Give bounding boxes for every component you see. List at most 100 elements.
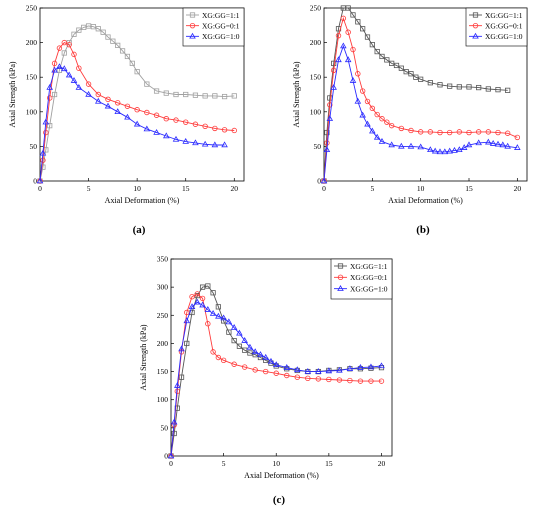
data-point bbox=[326, 115, 334, 121]
data-point bbox=[368, 378, 374, 384]
data-point bbox=[437, 129, 443, 136]
data-point bbox=[504, 130, 511, 136]
data-point bbox=[252, 352, 258, 358]
data-point bbox=[43, 129, 49, 136]
data-point bbox=[205, 283, 211, 289]
data-point bbox=[173, 117, 179, 123]
x-tick-label: 0 bbox=[322, 184, 326, 193]
data-point bbox=[374, 48, 380, 55]
data-point bbox=[247, 350, 253, 356]
data-point bbox=[220, 357, 227, 364]
data-point bbox=[66, 41, 72, 48]
series-2 bbox=[37, 39, 237, 184]
data-point bbox=[163, 132, 170, 139]
data-point bbox=[231, 93, 237, 99]
data-point bbox=[336, 366, 343, 373]
data-point bbox=[427, 80, 433, 86]
data-point bbox=[192, 92, 199, 98]
y-tick-label: 100 bbox=[310, 107, 322, 116]
data-point bbox=[95, 91, 101, 98]
data-point bbox=[379, 116, 385, 122]
data-point bbox=[350, 46, 356, 53]
data-point bbox=[40, 157, 46, 163]
data-point bbox=[257, 354, 264, 361]
data-point bbox=[215, 304, 221, 310]
data-point bbox=[514, 134, 521, 141]
data-point bbox=[330, 67, 337, 73]
data-point bbox=[226, 329, 232, 335]
data-point bbox=[475, 129, 482, 135]
data-point bbox=[65, 71, 73, 78]
data-point bbox=[347, 377, 353, 384]
data-point bbox=[369, 127, 376, 134]
data-point bbox=[40, 164, 46, 170]
data-point bbox=[202, 123, 208, 130]
x-tick-label: 20 bbox=[231, 184, 239, 193]
data-point bbox=[95, 97, 102, 104]
data-point bbox=[451, 146, 458, 153]
data-point bbox=[71, 51, 77, 58]
data-point bbox=[144, 81, 150, 87]
y-tick-label: 200 bbox=[310, 38, 322, 47]
data-point bbox=[51, 60, 58, 67]
data-point bbox=[446, 147, 453, 154]
data-point bbox=[242, 347, 248, 353]
y-tick-label: 300 bbox=[157, 283, 169, 292]
data-point bbox=[167, 452, 175, 459]
data-point bbox=[189, 294, 195, 300]
x-tick-label: 15 bbox=[325, 459, 333, 468]
data-point bbox=[384, 57, 390, 63]
data-point bbox=[431, 147, 439, 154]
y-tick-label: 150 bbox=[157, 367, 169, 376]
data-point bbox=[194, 298, 201, 305]
series-1 bbox=[321, 5, 511, 184]
data-point bbox=[85, 90, 92, 97]
data-point bbox=[262, 353, 269, 360]
data-point bbox=[36, 177, 44, 184]
data-point bbox=[340, 15, 347, 22]
data-point bbox=[476, 84, 482, 91]
data-point bbox=[441, 148, 449, 155]
data-point bbox=[124, 53, 131, 60]
data-point bbox=[61, 39, 67, 46]
legend-label: XG:GG=1:1 bbox=[202, 11, 240, 20]
series-line bbox=[39, 25, 235, 182]
plot-frame bbox=[170, 258, 393, 457]
series-3 bbox=[36, 63, 228, 184]
data-point bbox=[336, 377, 343, 383]
data-point bbox=[46, 83, 53, 90]
x-tick-label: 5 bbox=[370, 184, 374, 193]
data-point bbox=[446, 129, 453, 136]
data-point bbox=[345, 5, 351, 11]
series-line bbox=[170, 301, 382, 457]
data-point bbox=[495, 87, 501, 93]
data-point bbox=[215, 312, 222, 319]
legend-label: XG:GG=0:1 bbox=[350, 273, 388, 282]
data-point bbox=[194, 291, 201, 297]
legend-marker bbox=[472, 22, 479, 29]
data-point bbox=[349, 77, 357, 83]
x-tick-label: 5 bbox=[87, 184, 91, 193]
x-tick-label: 0 bbox=[169, 459, 173, 468]
data-point bbox=[61, 65, 68, 72]
x-tick-label: 5 bbox=[222, 459, 226, 468]
data-point bbox=[378, 362, 385, 369]
data-point bbox=[485, 138, 492, 145]
legend: XG:GG=1:1 XG:GG=0:1 XG:GG=1:0 bbox=[330, 258, 393, 300]
data-point bbox=[437, 82, 443, 88]
data-point bbox=[505, 87, 511, 93]
data-point bbox=[335, 56, 342, 63]
data-point bbox=[475, 139, 482, 146]
data-point bbox=[305, 375, 311, 382]
x-tick-label: 15 bbox=[182, 184, 190, 193]
series-line bbox=[323, 16, 518, 182]
y-tick-label: 100 bbox=[26, 107, 38, 116]
data-point bbox=[325, 367, 333, 374]
x-tick-label: 10 bbox=[417, 184, 425, 193]
data-point bbox=[304, 367, 312, 374]
data-point bbox=[115, 100, 121, 106]
y-tick-label: 0 bbox=[317, 177, 321, 186]
data-point bbox=[184, 309, 190, 316]
y-tick-label: 200 bbox=[26, 38, 38, 47]
data-point bbox=[192, 121, 199, 127]
